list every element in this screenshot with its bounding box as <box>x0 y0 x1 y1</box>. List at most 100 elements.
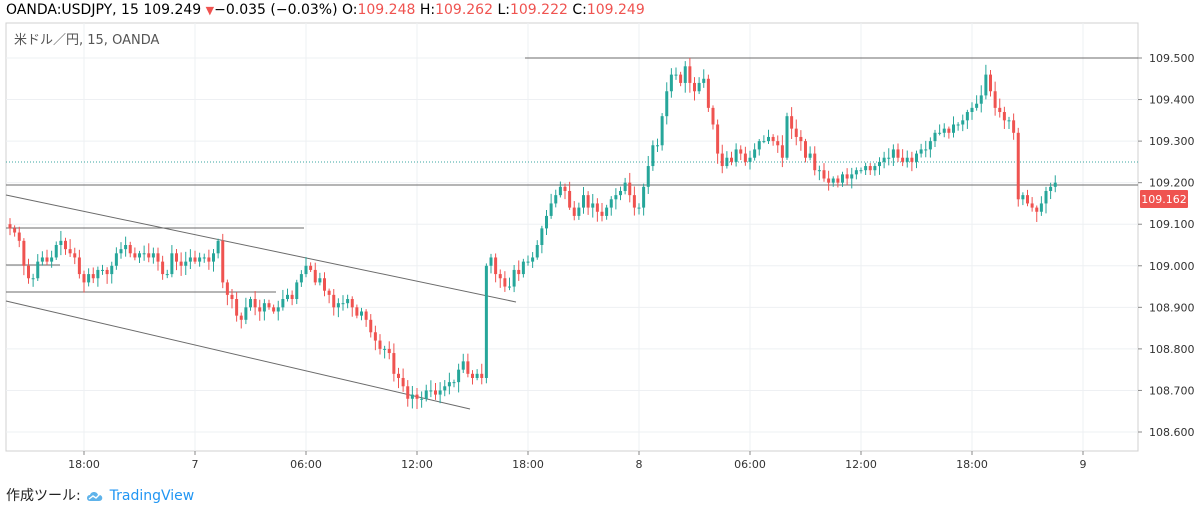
candle <box>31 273 35 287</box>
tradingview-cloud-icon <box>85 489 105 507</box>
candle <box>600 203 604 222</box>
candle <box>64 237 67 255</box>
candle-body <box>281 299 285 308</box>
candle <box>392 343 396 382</box>
price-axis[interactable]: 109.500 109.400 109.300 109.200 109.100 109.0… <box>1138 52 1195 439</box>
candle-body <box>165 274 169 276</box>
candle <box>924 140 928 158</box>
candle <box>1044 186 1048 214</box>
candle <box>549 193 553 219</box>
candle <box>1035 205 1039 222</box>
candle <box>267 299 271 310</box>
candle-body <box>364 311 368 320</box>
candle-body <box>725 157 729 167</box>
candle <box>896 143 900 162</box>
candle <box>512 264 516 293</box>
low-label: L: <box>497 2 510 18</box>
candle-body <box>50 257 54 262</box>
high-value: 109.262 <box>435 2 493 18</box>
price-chart[interactable]: 米ドル／円, 15, OANDA 109.500109.400109.30010… <box>0 0 1200 480</box>
candle <box>725 151 729 169</box>
candle-body <box>138 253 141 258</box>
candle <box>743 146 747 166</box>
candle <box>827 170 831 191</box>
candle <box>304 257 308 278</box>
channel-lower-trendline[interactable] <box>5 300 471 410</box>
candle-body <box>54 245 58 258</box>
candle <box>693 77 696 101</box>
candle-body <box>1002 112 1006 121</box>
candle <box>36 254 40 281</box>
time-axis[interactable]: 18:00 7 06:00 12:00 18:00 8 06:00 12:00 18:00 9 <box>68 451 1087 471</box>
candle <box>952 116 955 138</box>
candle-body <box>998 107 1002 113</box>
candle <box>198 252 202 267</box>
candle-body <box>1030 203 1034 208</box>
plot-area[interactable] <box>5 22 1139 452</box>
candle <box>179 252 183 276</box>
pane-label: 米ドル／円, 15, OANDA <box>14 33 159 48</box>
candle <box>674 67 678 80</box>
candle-body <box>401 377 405 387</box>
candle <box>114 247 118 270</box>
open-label: O: <box>341 2 358 18</box>
candle <box>276 300 280 321</box>
candle <box>434 382 437 400</box>
x-tick-label: 8 <box>636 458 643 471</box>
candle <box>521 258 525 278</box>
candle <box>540 225 544 254</box>
candle-body <box>128 245 132 254</box>
candle <box>13 225 17 237</box>
candle-body <box>147 253 151 258</box>
candle-body <box>965 112 969 121</box>
candle <box>202 253 206 263</box>
candle-body <box>170 253 174 275</box>
candle <box>822 163 826 182</box>
drawing-tools[interactable] <box>5 57 1138 410</box>
y-tick-label: 109.100 <box>1149 218 1195 231</box>
candle <box>965 109 969 129</box>
x-tick-label: 7 <box>192 458 199 471</box>
candle-body <box>318 278 322 283</box>
candle-body <box>938 132 942 134</box>
candle-body <box>720 153 724 167</box>
candle <box>184 251 188 276</box>
candle <box>804 138 807 163</box>
candle <box>517 260 521 281</box>
candle-body <box>850 174 854 179</box>
candle-body <box>734 149 738 162</box>
candle <box>1026 189 1029 207</box>
candle-body <box>480 373 484 378</box>
candle-body <box>36 261 40 279</box>
candle <box>1030 197 1034 212</box>
candle-body <box>572 207 576 216</box>
candle-body <box>91 274 95 279</box>
candle <box>59 230 63 256</box>
candle-body <box>586 195 590 208</box>
candle <box>281 289 285 311</box>
candle <box>780 135 784 168</box>
channel-upper-trendline[interactable] <box>5 194 517 303</box>
candle-body <box>105 269 109 275</box>
candle-body <box>503 278 507 287</box>
candle <box>142 245 146 261</box>
candle-body <box>688 66 692 83</box>
candle-body <box>614 195 618 200</box>
candle-body <box>757 141 761 150</box>
candle-body <box>517 269 521 275</box>
x-tick-label: 18:00 <box>956 458 988 471</box>
candle <box>54 241 58 260</box>
tradingview-brand[interactable]: TradingView <box>109 488 195 504</box>
y-tick-label: 109.500 <box>1149 52 1195 65</box>
candle-body <box>461 361 465 370</box>
change-value: −0.035 (−0.03%) <box>214 2 338 18</box>
candle-body <box>827 178 831 183</box>
candle-body <box>1021 195 1025 200</box>
candle-body <box>836 178 840 183</box>
candle-body <box>817 170 821 172</box>
candle <box>397 367 400 389</box>
grid <box>6 23 1138 451</box>
symbol-label[interactable]: OANDA:USDJPY, 15 <box>6 2 139 18</box>
candle-body <box>868 166 872 171</box>
x-tick-label: 9 <box>1080 458 1087 471</box>
